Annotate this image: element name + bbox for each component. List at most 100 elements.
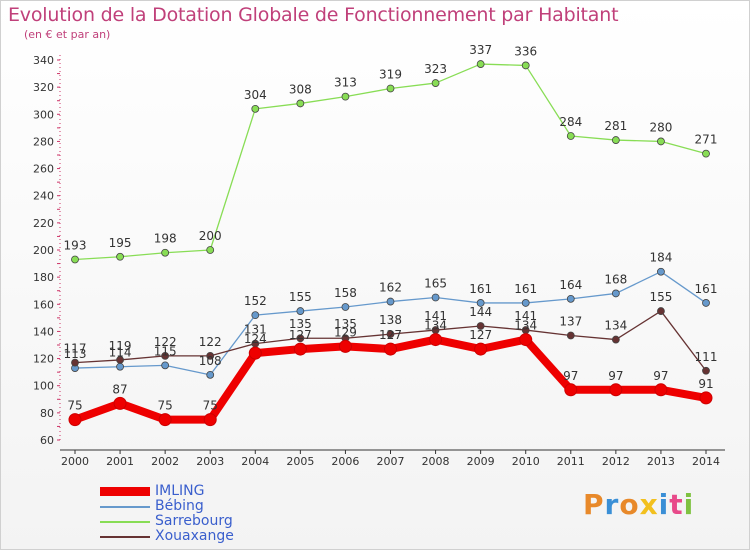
data-label: 152: [244, 294, 267, 308]
data-label: 117: [64, 342, 87, 356]
data-label: 135: [289, 317, 312, 331]
data-point: [611, 335, 620, 344]
data-point: [293, 342, 307, 356]
data-point: [476, 60, 485, 68]
data-point: [657, 307, 665, 315]
y-tick-label: 260: [33, 163, 54, 176]
data-label: 319: [379, 68, 402, 82]
series-b-bing: [71, 267, 710, 379]
data-point: [341, 92, 350, 101]
logo-letter: i: [683, 488, 695, 521]
data-point: [116, 356, 124, 364]
x-tick-label: 2003: [196, 455, 224, 468]
data-label: 119: [109, 339, 132, 353]
y-tick-label: 220: [33, 217, 54, 230]
data-label: 337: [469, 43, 492, 57]
logo-letter: t: [669, 488, 684, 521]
data-label: 141: [424, 309, 447, 323]
data-label: 155: [649, 290, 672, 304]
data-label: 155: [289, 290, 312, 304]
data-point: [564, 383, 578, 397]
data-point: [161, 351, 170, 360]
data-point: [474, 342, 488, 356]
data-point: [386, 84, 395, 93]
data-point: [702, 366, 710, 375]
logo-letter: x: [639, 488, 659, 521]
data-point: [296, 307, 305, 315]
data-point: [429, 333, 443, 347]
data-point: [654, 383, 668, 397]
x-tick-label: 2000: [61, 455, 89, 468]
data-point: [251, 104, 260, 113]
data-labels: 75 87 75 75 124 127 129 127 134 127 134 97 97 97 91 113…: [64, 43, 718, 413]
x-tick-label: 2013: [647, 455, 675, 468]
data-point: [341, 303, 350, 311]
series-imling: [68, 333, 713, 427]
x-tick-label: 2008: [422, 455, 450, 468]
series-xouaxange: [71, 307, 710, 375]
data-point: [476, 299, 485, 307]
data-point: [206, 351, 215, 360]
x-tick-label: 2014: [692, 455, 720, 468]
data-label: 323: [424, 62, 447, 76]
y-tick-label: 240: [33, 190, 54, 203]
data-label: 114: [109, 346, 132, 360]
data-label: 129: [334, 325, 357, 339]
data-point: [71, 358, 79, 367]
y-tick-label: 60: [40, 434, 54, 447]
y-tick-label: 200: [33, 244, 54, 257]
legend-label-bebing: Bébing: [155, 498, 204, 514]
y-tick-label: 180: [33, 271, 54, 284]
y-tick-label: 340: [33, 54, 54, 67]
data-label: 304: [244, 88, 267, 102]
logo-letter: i: [658, 488, 670, 521]
data-point: [657, 137, 665, 146]
data-label: 111: [695, 350, 718, 364]
data-label: 284: [559, 115, 582, 129]
x-tick-label: 2009: [467, 455, 495, 468]
data-label: 184: [649, 251, 672, 265]
series-line: [74, 63, 707, 261]
data-label: 108: [199, 354, 222, 368]
data-label: 271: [695, 133, 718, 147]
data-point: [161, 248, 170, 257]
y-tick-label: 100: [33, 380, 54, 393]
data-point: [566, 132, 575, 140]
data-point: [566, 294, 575, 303]
data-label: 141: [514, 309, 537, 323]
data-point: [68, 413, 82, 427]
data-label: 134: [514, 319, 537, 333]
legend-label-imling: IMLING: [155, 483, 205, 499]
data-label: 193: [64, 239, 87, 253]
x-tick-label: 2006: [331, 455, 359, 468]
y-tick-label: 300: [33, 108, 54, 121]
data-label: 113: [64, 347, 87, 361]
data-point: [702, 149, 710, 158]
data-point: [116, 252, 124, 261]
y-tick-label: 320: [33, 81, 54, 94]
data-point: [611, 289, 620, 298]
data-point: [386, 297, 395, 306]
legend-swatch-sarrebourg: [100, 521, 150, 523]
data-label: 75: [203, 399, 218, 413]
data-label: 138: [379, 313, 402, 327]
data-label: 281: [604, 119, 627, 133]
data-point: [116, 362, 124, 371]
data-label: 75: [158, 399, 173, 413]
data-point: [657, 267, 665, 276]
data-label: 336: [514, 44, 537, 58]
x-tick-label: 2004: [241, 455, 269, 468]
x-tick-label: 2011: [557, 455, 585, 468]
data-label: 280: [649, 120, 672, 134]
data-label: 161: [695, 282, 718, 296]
data-label: 161: [469, 282, 492, 296]
data-label: 308: [289, 82, 312, 96]
legend-swatch-bebing: [100, 506, 150, 508]
data-point: [206, 370, 215, 379]
y-tick-label: 120: [33, 353, 54, 366]
logo-letter: r: [604, 488, 620, 521]
data-point: [296, 334, 305, 343]
data-point: [431, 293, 440, 302]
data-point: [609, 383, 623, 397]
data-label: 97: [653, 369, 668, 383]
